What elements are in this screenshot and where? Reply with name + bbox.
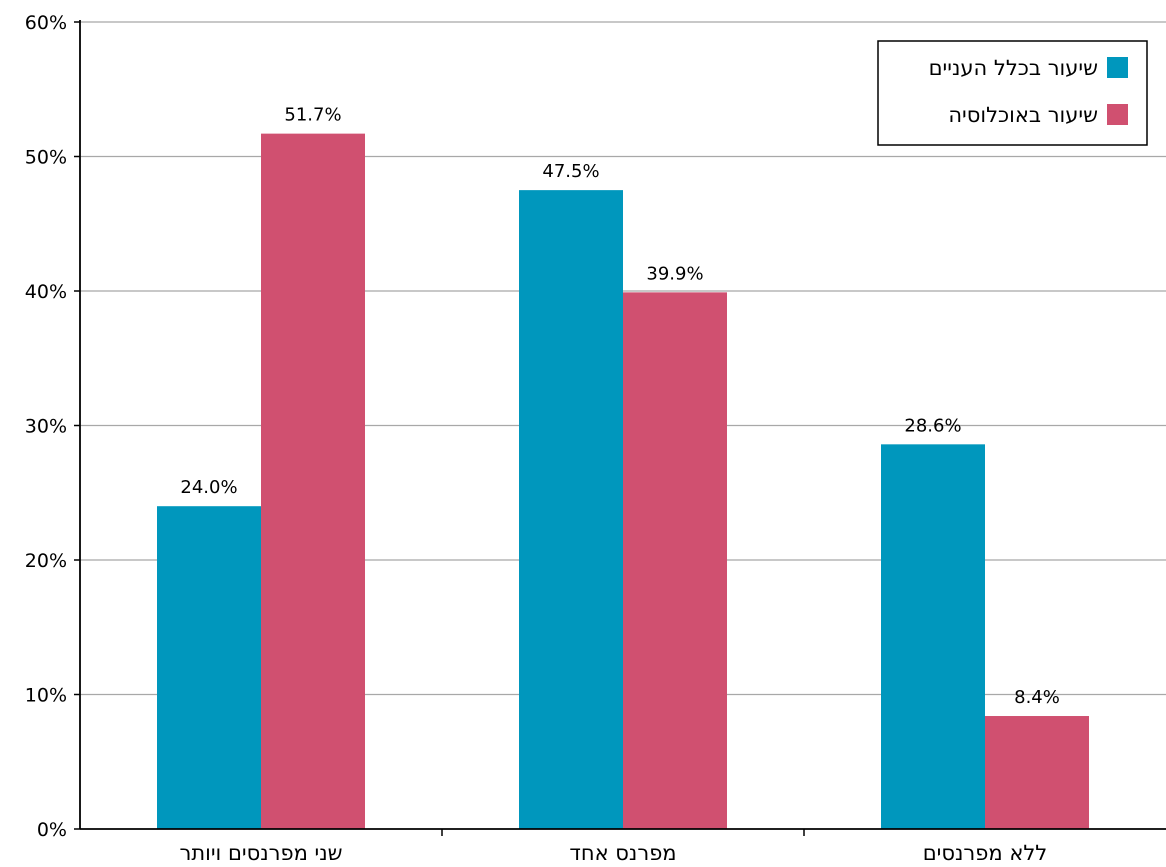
x-axis-category-labels: שני מפרנסים ויותר מפרנס אחד ללא מפרנסים	[179, 841, 1047, 865]
data-label: 51.7%	[284, 105, 341, 126]
y-tick-label: 30%	[25, 416, 67, 438]
legend-swatch	[1107, 57, 1128, 78]
y-axis-tick-labels: 0% 10% 20% 30% 40% 50% 60%	[25, 12, 67, 841]
x-category-label: ללא מפרנסים	[923, 841, 1047, 865]
bar	[985, 716, 1089, 829]
legend-box	[877, 40, 1148, 146]
y-tick-label: 20%	[25, 550, 67, 572]
bars	[157, 133, 1089, 830]
x-category-label: שני מפרנסים ויותר	[179, 841, 342, 865]
data-label: 47.5%	[542, 161, 599, 182]
y-tick-label: 0%	[37, 819, 67, 841]
y-tick-label: 50%	[25, 147, 67, 169]
bar	[623, 292, 727, 830]
y-tick-label: 60%	[25, 12, 67, 34]
legend-label: שיעור בכלל העניים	[929, 56, 1098, 80]
bar	[519, 190, 623, 829]
legend: שיעור בכלל העניים שיעור באוכלוסיה	[877, 40, 1148, 146]
axes	[74, 20, 1166, 836]
bar	[881, 444, 985, 829]
data-label: 24.0%	[180, 477, 237, 498]
legend-swatch	[1107, 104, 1128, 125]
bar	[261, 133, 365, 829]
data-label: 39.9%	[646, 263, 703, 284]
x-category-label: מפרנס אחד	[569, 841, 676, 865]
legend-label: שיעור באוכלוסיה	[948, 103, 1098, 127]
y-tick-label: 40%	[25, 281, 67, 303]
data-label: 8.4%	[1014, 687, 1060, 708]
y-tick-label: 10%	[25, 685, 67, 707]
data-label: 28.6%	[904, 415, 961, 436]
data-labels: 24.0% 51.7% 47.5% 39.9% 28.6% 8.4%	[180, 105, 1059, 708]
bar	[157, 506, 261, 829]
